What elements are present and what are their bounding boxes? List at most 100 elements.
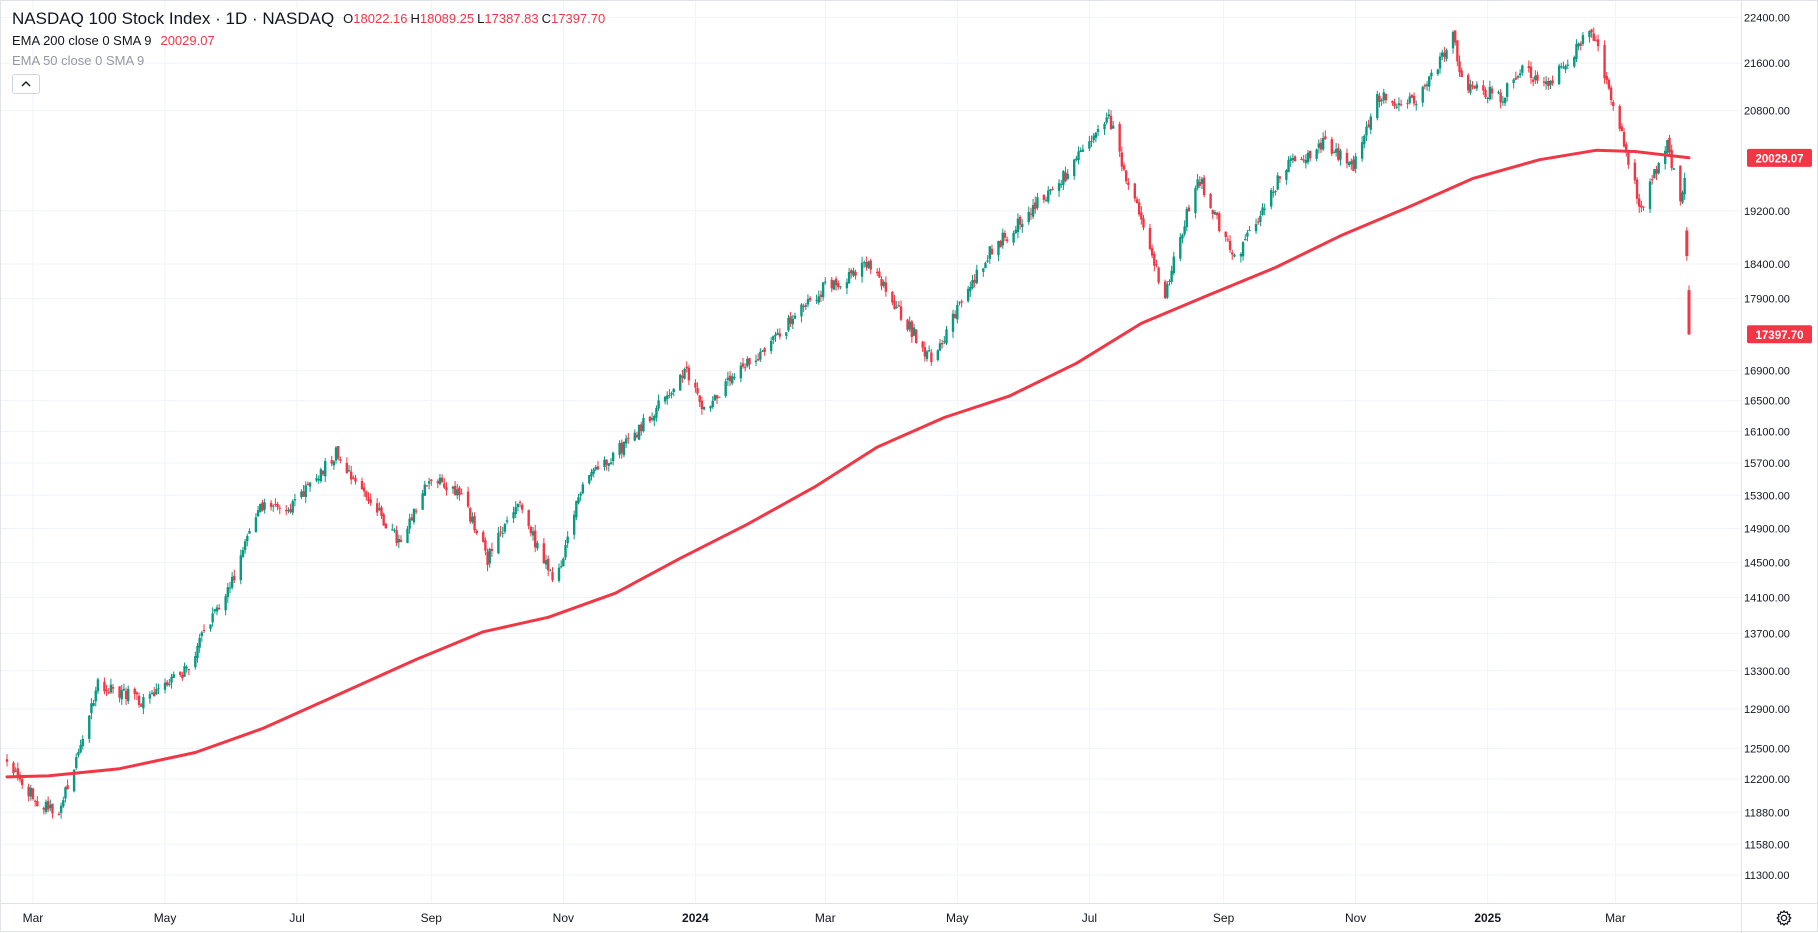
candle-body-up	[168, 683, 171, 686]
price-axis-label: 17397.70	[1756, 330, 1804, 342]
candle-body-down	[274, 503, 277, 505]
candle-body-down	[893, 300, 896, 310]
candle-body-down	[763, 348, 766, 352]
candle-body-down	[854, 271, 857, 276]
candle-body-up	[230, 576, 234, 588]
candle-body-down	[1153, 253, 1156, 266]
candle-body-up	[943, 341, 946, 343]
candle-body-up	[759, 351, 762, 360]
candle-body-up	[1436, 69, 1440, 75]
candle-body-up	[1382, 92, 1385, 101]
candle-body-up	[1534, 75, 1537, 80]
candle-body-up	[1672, 168, 1676, 170]
candle-body-up	[256, 510, 260, 517]
price-axis-label-bg	[1747, 148, 1812, 167]
candle-body-up	[1564, 65, 1567, 70]
candle-body-up	[1057, 183, 1061, 191]
ema50-label[interactable]: EMA 50 close 0 SMA 9	[12, 53, 145, 68]
candle-body-up	[1285, 170, 1288, 180]
candle-body-up	[90, 703, 93, 714]
open-key: O	[343, 11, 354, 26]
candle-body-up	[243, 541, 247, 550]
candle-body-up	[984, 262, 987, 269]
candle-body-down	[741, 363, 745, 367]
candle-body-down	[1618, 106, 1621, 129]
candle-body-down	[1592, 33, 1595, 41]
ema200-label[interactable]: EMA 200 close 0 SMA 9	[12, 33, 152, 48]
ema200-legend-row[interactable]: EMA 200 close 0 SMA 9 20029.07	[12, 34, 605, 47]
candle-body-up	[1276, 175, 1279, 190]
candle-body-up	[393, 529, 396, 531]
candle-body-down	[1231, 252, 1234, 255]
candle-body-up	[1376, 94, 1379, 119]
candle-body-down	[135, 692, 139, 695]
candle-body-up	[672, 389, 675, 393]
candle-body-up	[579, 493, 582, 496]
candle-body-down	[140, 704, 143, 707]
candle-body-down	[57, 813, 61, 816]
candle-body-down	[1531, 79, 1535, 82]
chart-settings-button[interactable]	[1773, 907, 1795, 929]
candle-body-up	[1060, 184, 1063, 186]
candle-body-down	[1215, 212, 1219, 216]
candle-body-up	[150, 692, 154, 694]
collapse-legend-button[interactable]	[12, 74, 40, 94]
candle-body-down	[819, 294, 823, 297]
candle-body-up	[79, 744, 82, 753]
candle-body-up	[815, 300, 818, 302]
candle-body-up	[1681, 192, 1684, 203]
candle-body-down	[1412, 95, 1416, 104]
candle-body-up	[776, 332, 779, 335]
candle-body-down	[1596, 39, 1600, 47]
candle-body-up	[1287, 160, 1290, 173]
candle-body-down	[124, 690, 128, 700]
candle-body-up	[1317, 143, 1321, 148]
candle-body-up	[239, 555, 242, 581]
candle-body-down	[990, 248, 994, 255]
candle-body-down	[542, 543, 546, 564]
candle-body-up	[1027, 211, 1030, 223]
candle-body-down	[648, 416, 652, 422]
candle-body-down	[107, 692, 110, 694]
candle-body-down	[1198, 181, 1201, 186]
candle-body-up	[224, 596, 227, 611]
candle-body-up	[1291, 158, 1295, 161]
price-tick-label: 12200.00	[1744, 774, 1790, 786]
candle-body-down	[1163, 281, 1167, 299]
candle-body-up	[1014, 229, 1017, 234]
candle-body-up	[1079, 150, 1082, 153]
candle-body-down	[930, 352, 933, 363]
symbol-title[interactable]: NASDAQ 100 Stock Index · 1D · NASDAQ	[12, 9, 335, 28]
time-tick-label: 2024	[682, 911, 709, 925]
candle-body-up	[1428, 76, 1431, 87]
candle-body-up	[726, 377, 730, 380]
candle-body-up	[821, 282, 825, 298]
candle-body-up	[347, 470, 351, 472]
ema50-legend-row[interactable]: EMA 50 close 0 SMA 9	[12, 54, 605, 67]
candle-body-down	[1605, 75, 1608, 81]
candle-body-up	[1111, 125, 1115, 129]
candle-body-up	[867, 261, 870, 269]
candle-body-up	[791, 318, 794, 325]
candle-body-up	[1354, 156, 1357, 169]
candle-body-up	[300, 491, 303, 498]
candle-body-down	[876, 271, 879, 274]
candle-body-up	[653, 416, 656, 421]
candle-body-up	[1200, 178, 1204, 184]
candle-body-up	[304, 485, 307, 498]
candle-body-up	[92, 702, 95, 706]
symbol-legend-row[interactable]: NASDAQ 100 Stock Index · 1D · NASDAQ O 18…	[12, 10, 605, 27]
candle-body-down	[1542, 81, 1546, 83]
low-key: L	[477, 11, 485, 26]
candle-body-down	[1471, 85, 1474, 87]
candle-body-up	[1073, 159, 1076, 176]
time-tick-label: Jul	[289, 911, 304, 925]
candle-body-up	[263, 502, 266, 510]
time-axis-divider	[1, 903, 1818, 904]
candle-body-down	[445, 487, 448, 491]
candle-body-up	[839, 286, 842, 288]
candle-body-down	[897, 305, 901, 307]
open-value: 18022.16	[353, 11, 408, 26]
